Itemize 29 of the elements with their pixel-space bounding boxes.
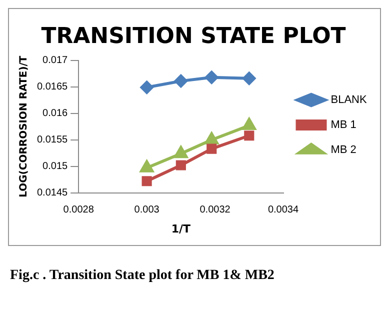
x-tick-label: 0.0034 — [268, 204, 299, 216]
point — [174, 74, 188, 88]
y-axis-title: LOG(CORROSION RATE)/T — [18, 56, 30, 198]
text: Fig.c . Transition State plot for MB 1& MB2 — [10, 268, 276, 284]
y-tick-label: 0.0165 — [36, 82, 68, 93]
point — [244, 130, 254, 141]
point — [242, 118, 256, 130]
point — [142, 176, 152, 186]
legend-label: BLANK — [330, 94, 368, 106]
point — [176, 160, 186, 170]
y-tick-label: 0.0155 — [36, 134, 68, 146]
legend-label: MB 1 — [330, 119, 356, 132]
point — [205, 70, 218, 84]
x-tick-label: 0.0028 — [63, 204, 94, 216]
point — [174, 146, 188, 158]
y-tick-label: 0.017 — [42, 55, 68, 66]
point — [204, 132, 218, 144]
y-tick-label: 0.016 — [42, 108, 68, 120]
legend-label: MB 2 — [330, 144, 356, 156]
point — [206, 144, 217, 154]
x-tick-label: 0.003 — [134, 204, 160, 216]
point — [140, 160, 154, 172]
x-tick-label: 0.0032 — [200, 204, 231, 216]
point — [140, 80, 154, 94]
point — [242, 72, 256, 85]
y-tick-label: 0.015 — [42, 161, 68, 172]
chart-title: TRANSITION STATE PLOT — [41, 24, 346, 49]
y-tick-label: 0.0145 — [36, 188, 68, 199]
x-axis-title: 1/T — [171, 222, 191, 236]
